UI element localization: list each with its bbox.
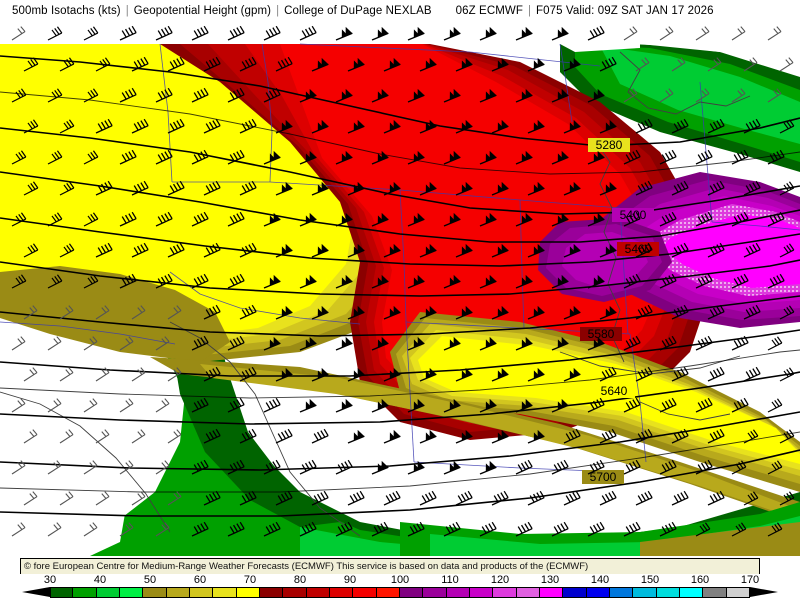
colorbar-swatch: [73, 587, 97, 598]
header-separator-3: |: [528, 5, 531, 17]
colorbar-under-arrow: [22, 587, 50, 597]
colorbar-tick-label: 140: [590, 574, 610, 586]
contour-label: 5700: [582, 470, 624, 484]
height-contour-layer: [0, 55, 800, 517]
colorbar-swatch: [376, 587, 400, 598]
colorbar-tick-label: 90: [343, 574, 357, 586]
isotach-map-svg: 5280 5400 5460 5580 5640: [0, 22, 800, 556]
header-forecast-valid: F075 Valid: 09Z SAT JAN 17 2026: [536, 5, 714, 17]
colorbar-tick-label: 150: [640, 574, 660, 586]
colorbar-swatch: [283, 587, 307, 598]
colorbar-swatch: [470, 587, 494, 598]
colorbar-swatch: [143, 587, 167, 598]
colorbar-swatch: [330, 587, 354, 598]
colorbar-swatch: [703, 587, 727, 598]
colorbar-tick-label: 80: [293, 574, 307, 586]
colorbar-outline: [50, 587, 750, 598]
colorbar-swatch: [563, 587, 587, 598]
colorbar-tick-label: 100: [390, 574, 410, 586]
colorbar: 30 40 50 60 70 80 90 100 110 120 130 140 150 160 170: [0, 574, 800, 600]
colorbar-swatch: [423, 587, 447, 598]
header-separator-1: |: [125, 5, 129, 17]
colorbar-tick-label: 70: [243, 574, 257, 586]
colorbar-strip[interactable]: [0, 587, 800, 598]
colorbar-swatch: [166, 587, 190, 598]
ecmwf-credit-text: © fore European Centre for Medium-Range …: [24, 561, 589, 572]
header-field-label: 500mb Isotachs (kts): [12, 5, 121, 17]
contour-label-text: 5580: [588, 327, 615, 341]
colorbar-swatch: [306, 587, 330, 598]
colorbar-swatch: [236, 587, 260, 598]
colorbar-swatch: [213, 587, 237, 598]
colorbar-tick-label: 50: [143, 574, 157, 586]
colorbar-swatch: [96, 587, 120, 598]
colorbar-swatch: [400, 587, 424, 598]
colorbar-swatch: [516, 587, 540, 598]
contour-label: 5580: [580, 327, 622, 341]
colorbar-swatch: [50, 587, 74, 598]
colorbar-tick-labels: 30 40 50 60 70 80 90 100 110 120 130 140 150 160 170: [0, 574, 800, 587]
colorbar-swatch: [190, 587, 214, 598]
map-canvas[interactable]: 5280 5400 5460 5580 5640: [0, 22, 800, 556]
colorbar-swatch: [446, 587, 470, 598]
contour-label: 5640: [593, 384, 635, 398]
header-height-label: Geopotential Height (gpm): [133, 5, 272, 17]
colorbar-swatch: [586, 587, 610, 598]
colorbar-tick-label: 60: [193, 574, 207, 586]
colorbar-tick-label: 30: [43, 574, 57, 586]
colorbar-swatch: [493, 587, 517, 598]
contour-label-layer: 5280 5400 5460 5580 5640: [580, 138, 659, 484]
ecmwf-credit-bar: © fore European Centre for Medium-Range …: [20, 558, 760, 575]
colorbar-swatch: [610, 587, 634, 598]
colorbar-swatch: [120, 587, 144, 598]
header-model-run: 06Z ECMWF: [455, 5, 523, 17]
colorbar-tick-label: 40: [93, 574, 107, 586]
header-separator-2: |: [276, 5, 280, 17]
colorbar-tick-label: 160: [690, 574, 710, 586]
colorbar-over-arrow: [750, 587, 778, 597]
colorbar-tick-label: 170: [740, 574, 760, 586]
colorbar-tick-label: 120: [490, 574, 510, 586]
header-bar: 500mb Isotachs (kts) | Geopotential Heig…: [0, 0, 800, 22]
contour-label: 5460: [617, 242, 659, 256]
colorbar-swatch: [260, 587, 284, 598]
contour-label-text: 5280: [596, 138, 623, 152]
colorbar-swatch: [633, 587, 657, 598]
header-source-label: College of DuPage NEXLAB: [284, 5, 432, 17]
map-fill-layer: [0, 22, 800, 556]
contour-label-text: 5640: [601, 384, 628, 398]
colorbar-swatch: [680, 587, 704, 598]
colorbar-swatch: [656, 587, 680, 598]
colorbar-swatch: [540, 587, 564, 598]
height-contour-minor-layer: [0, 91, 800, 493]
colorbar-tick-label: 130: [540, 574, 560, 586]
contour-label: 5280: [588, 138, 630, 152]
contour-label-text: 5700: [590, 470, 617, 484]
colorbar-tick-label: 110: [441, 574, 459, 586]
colorbar-swatch: [353, 587, 377, 598]
